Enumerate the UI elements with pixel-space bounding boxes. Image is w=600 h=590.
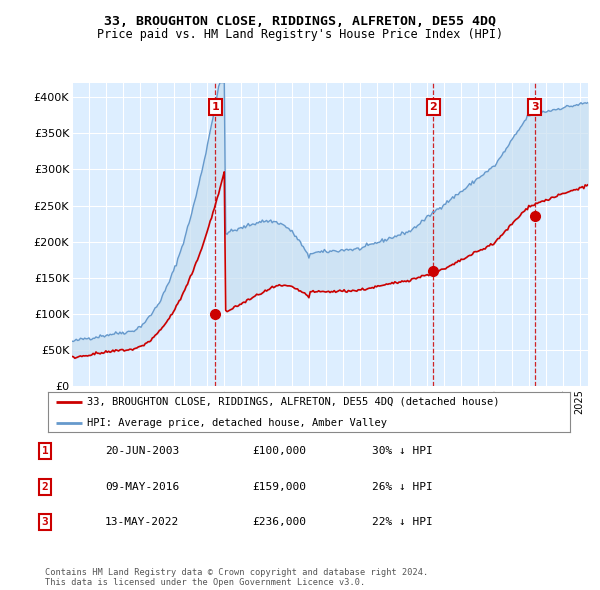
- Text: 22% ↓ HPI: 22% ↓ HPI: [372, 517, 433, 527]
- Text: Contains HM Land Registry data © Crown copyright and database right 2024.
This d: Contains HM Land Registry data © Crown c…: [45, 568, 428, 587]
- Text: 33, BROUGHTON CLOSE, RIDDINGS, ALFRETON, DE55 4DQ (detached house): 33, BROUGHTON CLOSE, RIDDINGS, ALFRETON,…: [87, 397, 500, 407]
- Text: 2: 2: [430, 102, 437, 112]
- Text: 20-JUN-2003: 20-JUN-2003: [105, 447, 179, 456]
- Text: HPI: Average price, detached house, Amber Valley: HPI: Average price, detached house, Ambe…: [87, 418, 387, 428]
- Text: 30% ↓ HPI: 30% ↓ HPI: [372, 447, 433, 456]
- Text: 2: 2: [41, 482, 49, 491]
- Text: 26% ↓ HPI: 26% ↓ HPI: [372, 482, 433, 491]
- Text: 1: 1: [41, 447, 49, 456]
- Text: £100,000: £100,000: [252, 447, 306, 456]
- Text: Price paid vs. HM Land Registry's House Price Index (HPI): Price paid vs. HM Land Registry's House …: [97, 28, 503, 41]
- Text: 3: 3: [531, 102, 539, 112]
- Text: £236,000: £236,000: [252, 517, 306, 527]
- Text: £159,000: £159,000: [252, 482, 306, 491]
- Text: 13-MAY-2022: 13-MAY-2022: [105, 517, 179, 527]
- Text: 09-MAY-2016: 09-MAY-2016: [105, 482, 179, 491]
- Text: 1: 1: [211, 102, 219, 112]
- Text: 33, BROUGHTON CLOSE, RIDDINGS, ALFRETON, DE55 4DQ: 33, BROUGHTON CLOSE, RIDDINGS, ALFRETON,…: [104, 15, 496, 28]
- Text: 3: 3: [41, 517, 49, 527]
